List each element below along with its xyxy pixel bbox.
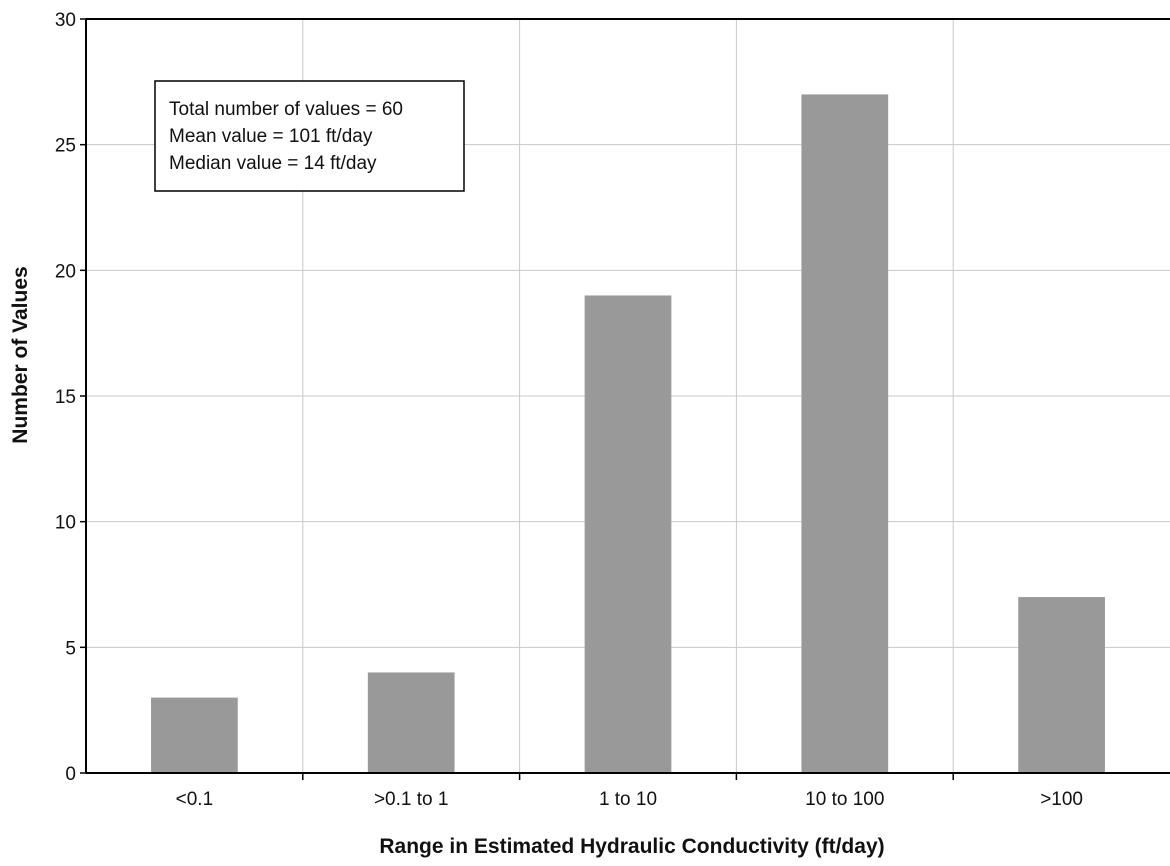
y-tick-label: 10 xyxy=(55,513,76,534)
x-tick-label: 10 to 100 xyxy=(805,789,884,810)
annotation-line-total: Total number of values = 60 xyxy=(169,99,403,120)
y-tick-label: 15 xyxy=(55,387,76,408)
y-tick-label: 5 xyxy=(65,638,76,659)
summary-annotation: Total number of values = 60 Mean value =… xyxy=(154,80,465,192)
y-tick-labels: 0 5 10 15 20 25 30 xyxy=(55,10,76,785)
bar xyxy=(367,672,455,773)
x-tick-labels: <0.1 >0.1 to 1 1 to 10 10 to 100 >100 xyxy=(176,789,1083,810)
x-tick-label: <0.1 xyxy=(176,789,214,810)
bar xyxy=(584,295,672,773)
y-tick-label: 0 xyxy=(65,764,76,785)
annotation-line-mean: Mean value = 101 ft/day xyxy=(169,126,373,147)
bars xyxy=(151,94,1105,773)
x-axis-title: Range in Estimated Hydraulic Conductivit… xyxy=(379,835,884,858)
bar xyxy=(1018,597,1105,773)
bar xyxy=(151,697,238,773)
x-tick-label: >100 xyxy=(1040,789,1083,810)
y-tick-label: 20 xyxy=(55,261,76,282)
x-tick-label: >0.1 to 1 xyxy=(374,789,448,810)
y-tick-label: 30 xyxy=(55,10,76,31)
y-axis-title: Number of Values xyxy=(9,266,32,443)
annotation-line-median: Median value = 14 ft/day xyxy=(169,153,377,174)
x-tick-label: 1 to 10 xyxy=(599,789,657,810)
annotation-border xyxy=(154,80,465,192)
bar xyxy=(801,94,889,773)
y-tick-label: 25 xyxy=(55,136,76,157)
axes xyxy=(80,18,1170,780)
